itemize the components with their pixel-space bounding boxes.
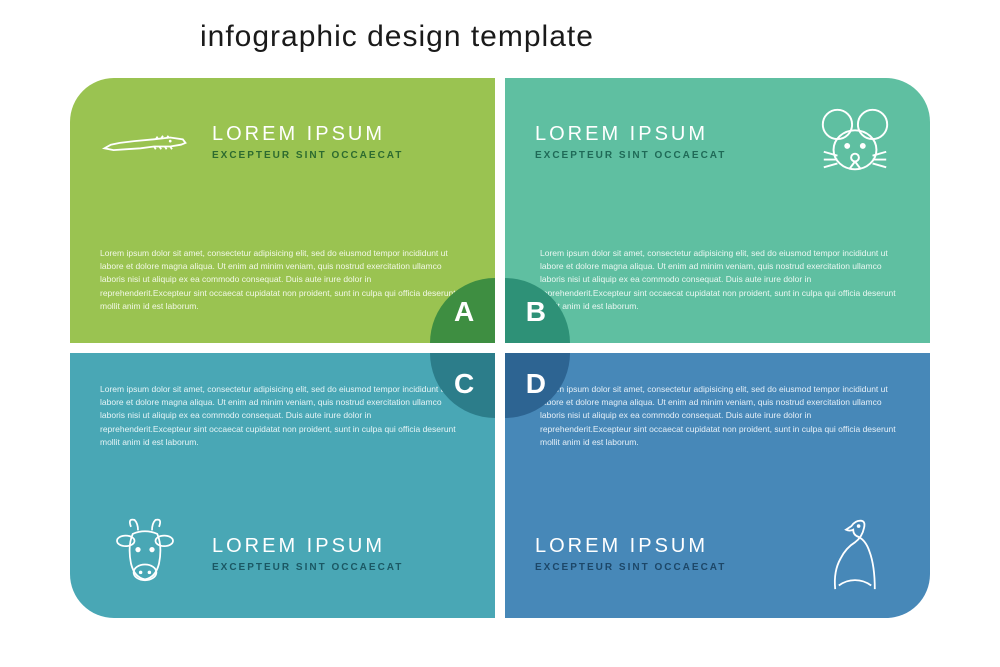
panel-c: LOREM IPSUM EXCEPTEUR SINT OCCAECAT Lore…: [70, 353, 495, 618]
panel-c-heading: LOREM IPSUM: [212, 535, 465, 558]
panel-d-body: Lorem ipsum dolor sit amet, consectetur …: [540, 383, 900, 449]
panel-b-subheading: EXCEPTEUR SINT OCCAECAT: [535, 150, 788, 161]
panel-c-header: LOREM IPSUM EXCEPTEUR SINT OCCAECAT: [100, 514, 465, 594]
panel-a-body: Lorem ipsum dolor sit amet, consectetur …: [100, 247, 460, 313]
panel-b: LOREM IPSUM EXCEPTEUR SINT OCCAECAT Lore…: [505, 78, 930, 343]
cow-icon: [100, 514, 190, 594]
mouse-icon: [810, 102, 900, 182]
panel-a: LOREM IPSUM EXCEPTEUR SINT OCCAECAT Lore…: [70, 78, 495, 343]
panel-c-letter: C: [454, 368, 474, 400]
panel-d-header: LOREM IPSUM EXCEPTEUR SINT OCCAECAT: [535, 514, 900, 594]
crocodile-icon: [100, 102, 190, 182]
panel-a-heading: LOREM IPSUM: [212, 123, 465, 146]
panel-a-subheading: EXCEPTEUR SINT OCCAECAT: [212, 150, 465, 161]
panel-b-body: Lorem ipsum dolor sit amet, consectetur …: [540, 247, 900, 313]
panel-c-subheading: EXCEPTEUR SINT OCCAECAT: [212, 562, 465, 573]
panel-c-body: Lorem ipsum dolor sit amet, consectetur …: [100, 383, 460, 449]
panel-b-header: LOREM IPSUM EXCEPTEUR SINT OCCAECAT: [535, 102, 900, 182]
panel-d: LOREM IPSUM EXCEPTEUR SINT OCCAECAT Lore…: [505, 353, 930, 618]
panel-d-heading: LOREM IPSUM: [535, 535, 788, 558]
panel-d-subheading: EXCEPTEUR SINT OCCAECAT: [535, 562, 788, 573]
panel-a-header: LOREM IPSUM EXCEPTEUR SINT OCCAECAT: [100, 102, 465, 182]
panel-a-letter: A: [454, 296, 474, 328]
infographic-grid: LOREM IPSUM EXCEPTEUR SINT OCCAECAT Lore…: [70, 78, 930, 618]
panel-b-letter: B: [526, 296, 546, 328]
panel-b-heading: LOREM IPSUM: [535, 123, 788, 146]
eagle-icon: [810, 514, 900, 594]
page-title: infographic design template: [200, 20, 594, 54]
panel-d-letter: D: [526, 368, 546, 400]
